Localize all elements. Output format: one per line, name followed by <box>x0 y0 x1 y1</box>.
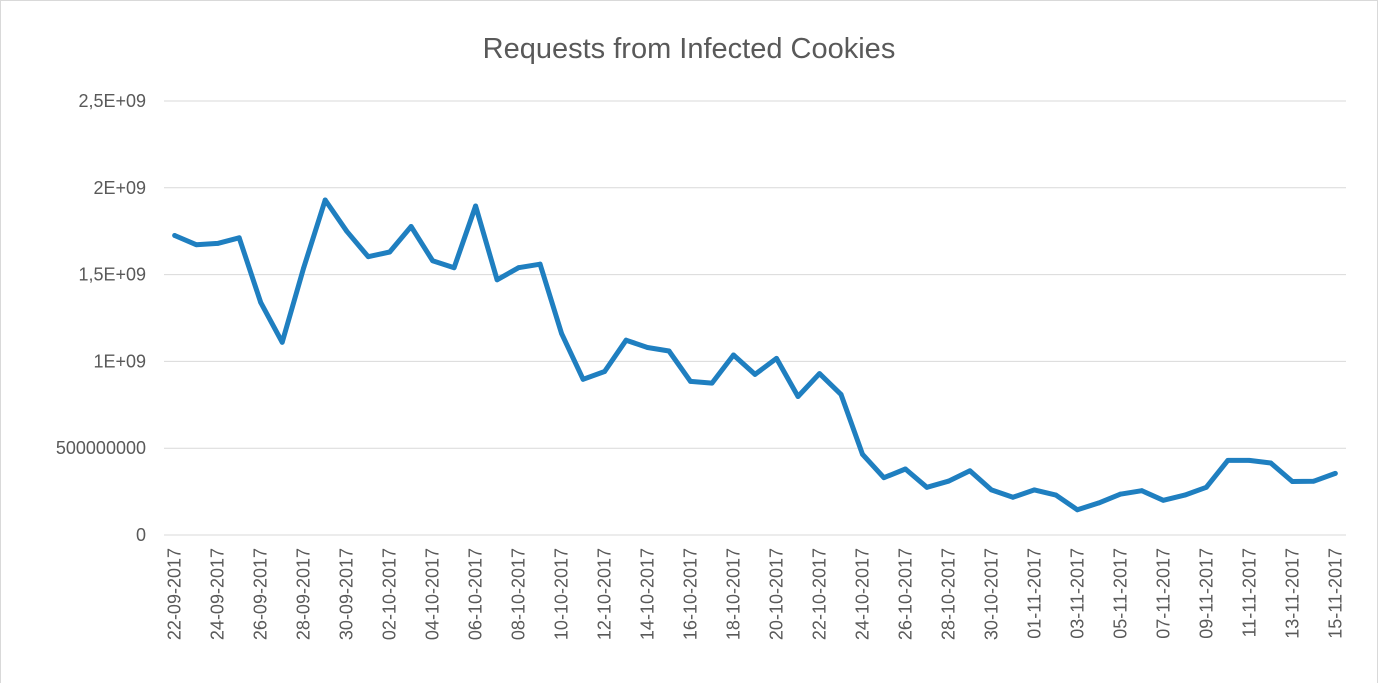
data-point <box>1203 484 1209 490</box>
y-tick-label: 2,5E+09 <box>78 91 146 111</box>
x-tick-label: 15-11-2017 <box>1325 548 1345 639</box>
x-tick-label: 10-10-2017 <box>552 548 572 640</box>
data-point <box>451 265 457 271</box>
y-tick-label: 1E+09 <box>93 351 146 371</box>
x-tick-label: 26-10-2017 <box>895 548 915 640</box>
data-point <box>215 241 221 246</box>
x-tick-label: 08-10-2017 <box>509 548 529 640</box>
data-point <box>645 345 650 350</box>
data-point <box>1246 458 1252 463</box>
y-tick-label: 2E+09 <box>93 178 146 198</box>
x-tick-label: 16-10-2017 <box>681 548 701 640</box>
data-point <box>752 372 758 377</box>
x-tick-label: 11-11-2017 <box>1239 548 1259 637</box>
data-point <box>1032 487 1037 493</box>
data-point <box>1268 460 1274 466</box>
y-axis-tick-labels: 0 500000000 1E+09 1,5E+09 2E+09 2,5E+09 <box>56 91 146 545</box>
data-point <box>473 203 478 209</box>
x-tick-label: 03-11-2017 <box>1067 548 1087 639</box>
data-point <box>1332 471 1338 476</box>
gridlines <box>164 100 1346 536</box>
x-tick-label: 04-10-2017 <box>423 548 443 640</box>
x-tick-label: 13-11-2017 <box>1282 548 1302 639</box>
data-point <box>559 331 564 336</box>
x-tick-label: 28-09-2017 <box>294 548 314 640</box>
series-layer <box>172 197 1338 513</box>
y-tick-label: 0 <box>136 525 146 545</box>
x-tick-label: 24-09-2017 <box>208 548 228 640</box>
data-point <box>666 348 672 354</box>
y-tick-label: 500000000 <box>56 438 146 458</box>
data-point <box>408 224 414 229</box>
y-tick-label: 1,5E+09 <box>78 265 146 285</box>
x-tick-label: 09-11-2017 <box>1196 548 1216 639</box>
data-point <box>1139 488 1145 494</box>
data-point <box>494 277 500 283</box>
data-point <box>537 261 543 267</box>
data-point <box>602 369 607 374</box>
data-point <box>387 249 393 255</box>
data-point <box>709 380 715 386</box>
data-point <box>1182 492 1188 498</box>
data-point <box>1225 458 1231 463</box>
x-tick-label: 20-10-2017 <box>767 548 787 640</box>
data-point <box>731 352 736 358</box>
chart-title: Requests from Infected Cookies <box>483 33 896 65</box>
x-tick-label: 22-09-2017 <box>165 548 185 640</box>
data-point <box>344 228 350 234</box>
data-point <box>430 258 435 264</box>
x-tick-label: 01-11-2017 <box>1024 548 1044 639</box>
data-point <box>860 451 865 457</box>
data-point <box>580 376 586 382</box>
x-tick-label: 24-10-2017 <box>853 548 873 640</box>
data-point <box>236 235 242 241</box>
data-point <box>322 197 328 203</box>
data-point <box>258 300 264 305</box>
x-tick-label: 28-10-2017 <box>938 548 958 640</box>
x-tick-label: 06-10-2017 <box>466 548 486 640</box>
x-tick-label: 22-10-2017 <box>810 548 830 640</box>
x-tick-label: 12-10-2017 <box>595 548 615 640</box>
data-point <box>172 233 178 238</box>
data-point <box>774 356 779 361</box>
data-point <box>1117 491 1123 497</box>
data-point <box>1311 478 1317 484</box>
data-point <box>924 484 930 490</box>
data-point <box>516 265 521 271</box>
series-line <box>172 197 1338 513</box>
data-point <box>365 254 371 260</box>
x-tick-label: 02-10-2017 <box>380 548 400 640</box>
x-tick-label: 30-09-2017 <box>337 548 357 640</box>
data-point <box>1096 500 1102 506</box>
x-tick-label: 18-10-2017 <box>724 548 744 640</box>
x-tick-label: 05-11-2017 <box>1110 548 1130 639</box>
data-point <box>1160 497 1166 503</box>
data-point <box>301 265 307 271</box>
data-point <box>903 466 908 472</box>
data-point <box>1053 492 1059 498</box>
data-point <box>946 478 951 484</box>
x-tick-label: 30-10-2017 <box>981 548 1001 640</box>
x-axis-tick-labels: 22-09-2017 24-09-2017 26-09-2017 28-09-2017… <box>165 548 1346 640</box>
x-tick-label: 14-10-2017 <box>638 548 658 640</box>
data-point <box>817 371 822 376</box>
data-point <box>989 487 994 493</box>
x-tick-label: 07-11-2017 <box>1153 548 1173 639</box>
data-point <box>967 468 973 474</box>
data-point <box>1075 507 1080 513</box>
data-point <box>279 339 285 345</box>
data-point <box>795 394 801 399</box>
data-point <box>1010 494 1016 500</box>
data-point <box>623 337 629 343</box>
data-point <box>881 475 887 481</box>
x-tick-label: 26-09-2017 <box>251 548 271 640</box>
data-point <box>1289 479 1295 484</box>
data-point <box>193 242 199 248</box>
data-point <box>838 392 844 397</box>
data-point <box>688 379 693 384</box>
